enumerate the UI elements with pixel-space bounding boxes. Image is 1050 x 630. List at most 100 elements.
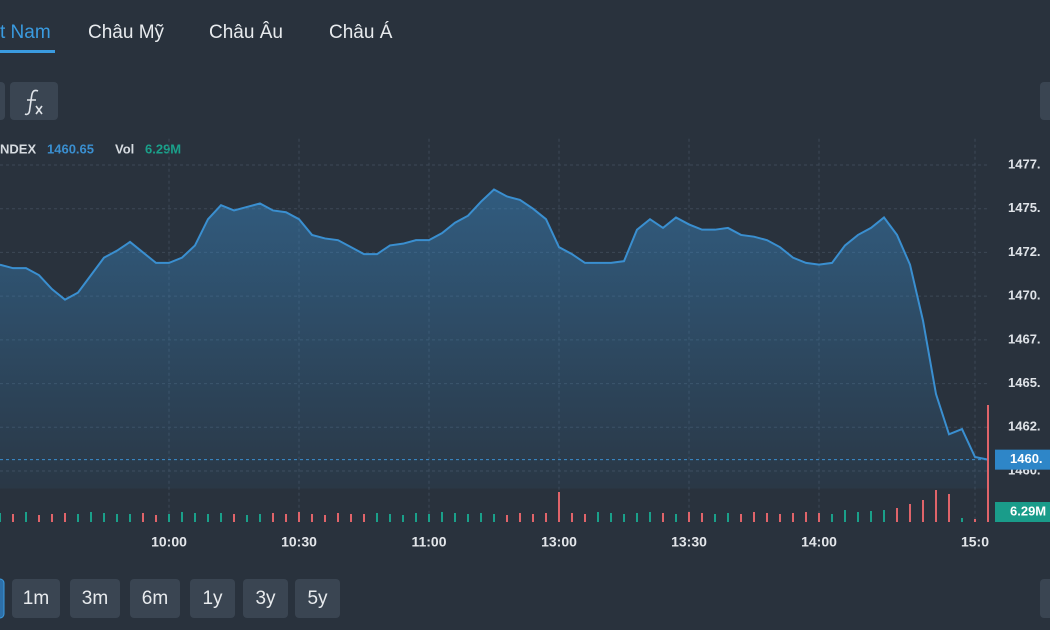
last-price-tag	[995, 449, 1050, 470]
volume-bar	[636, 513, 638, 522]
volume-bar	[51, 514, 53, 522]
volume-bar	[441, 512, 443, 522]
last-price: 1460.65	[47, 141, 94, 156]
volume-bar	[701, 513, 703, 522]
volume-bar	[662, 513, 664, 522]
volume-bar	[467, 514, 469, 522]
range-button[interactable]	[243, 579, 288, 618]
volume-bar	[25, 512, 27, 522]
tabs: t Nam Châu Mỹ Châu Âu Châu Á	[0, 21, 393, 53]
volume-bar	[909, 504, 911, 522]
tab-underline	[0, 50, 55, 53]
volume-bar	[402, 515, 404, 522]
volume-bar	[610, 513, 612, 522]
range-label: 5y	[307, 588, 328, 609]
volume-bar	[558, 492, 560, 522]
range-button-active[interactable]	[0, 578, 5, 619]
volume-bar	[922, 500, 924, 522]
volume-bar	[597, 512, 599, 522]
volume-bar	[220, 513, 222, 522]
volume-bar	[285, 514, 287, 522]
tool-button[interactable]	[1040, 579, 1050, 618]
symbol: NDEX	[0, 141, 36, 156]
volume-bar	[844, 510, 846, 522]
volume-bar	[103, 513, 105, 522]
tab[interactable]: t Nam	[0, 22, 51, 43]
price-area	[0, 189, 988, 489]
volume-bar	[545, 513, 547, 522]
volume-bar	[259, 514, 261, 522]
volume-bar	[324, 515, 326, 522]
y-tick-label: 1470.	[1008, 288, 1041, 303]
y-tick-label: 1465.	[1008, 375, 1041, 390]
volume-bar	[350, 514, 352, 522]
x-tick-label: 14:00	[801, 534, 837, 550]
volume-bar	[649, 512, 651, 522]
x-tick-label: 15:0	[961, 534, 989, 550]
tab[interactable]: Châu Á	[329, 22, 393, 43]
volume-bar	[974, 519, 976, 522]
range-button[interactable]	[70, 579, 120, 618]
y-tick-label: 1462.	[1008, 419, 1041, 434]
volume-bar	[389, 514, 391, 522]
x-tick-label: 10:30	[281, 534, 317, 550]
volume-bar	[506, 515, 508, 522]
volume-bar	[454, 513, 456, 522]
volume-bar	[571, 513, 573, 522]
x-tick-label: 10:00	[151, 534, 187, 550]
volume-bar	[818, 513, 820, 522]
volume-name: Vol	[115, 141, 134, 156]
range-button[interactable]	[12, 579, 60, 618]
volume-bar	[675, 514, 677, 522]
range-button[interactable]	[130, 579, 180, 618]
tab[interactable]: Châu Âu	[209, 21, 283, 43]
volume-bar	[896, 508, 898, 522]
volume-bar	[246, 515, 248, 522]
range-label: 3m	[82, 588, 108, 609]
chart: NDEX 1460.65 Vol 6.29M 1460. 1462. 1465. 14…	[0, 138, 1050, 550]
ranges: 1m 3m 6m 1y 3y 5y	[12, 579, 340, 618]
volume-bar	[0, 513, 1, 522]
volume-bar	[272, 513, 274, 522]
volume-bar	[532, 514, 534, 522]
range-label: 3y	[255, 588, 276, 609]
volume-bar	[753, 512, 755, 522]
y-tick-label: 1475.	[1008, 200, 1041, 215]
volume-bar	[90, 512, 92, 522]
volume-bar	[311, 514, 313, 522]
volume-bar	[480, 513, 482, 522]
formula-button[interactable]	[10, 82, 58, 120]
range-button[interactable]	[190, 579, 235, 618]
tool-button[interactable]	[1040, 82, 1050, 120]
volume-bar	[207, 514, 209, 522]
volume-bar	[298, 512, 300, 522]
tab[interactable]: Châu Mỹ	[88, 22, 165, 43]
volume-bar	[792, 513, 794, 522]
range-label: 6m	[142, 588, 168, 609]
volume-bar	[584, 514, 586, 522]
volume-bar	[948, 494, 950, 522]
volume-bar	[155, 515, 157, 522]
x-tick-label: 13:00	[541, 534, 577, 550]
volume-bar	[740, 514, 742, 522]
volume-bar	[415, 513, 417, 522]
volume-bar	[805, 512, 807, 522]
volume-bar	[519, 513, 521, 522]
volume-bar	[168, 514, 170, 522]
volume-bar	[129, 514, 131, 522]
x-tick-label: 11:00	[411, 534, 446, 550]
tool-button[interactable]	[0, 82, 5, 120]
volume-bar	[363, 514, 365, 522]
volume-bar	[766, 513, 768, 522]
volume-bar	[623, 514, 625, 522]
volume-bar	[987, 405, 989, 522]
volume-bar	[688, 512, 690, 522]
volume-bar	[233, 514, 235, 522]
range-label: 1y	[202, 588, 223, 609]
y-tick-label: 1477.	[1008, 156, 1041, 171]
range-button[interactable]	[295, 579, 340, 618]
formula-icon	[24, 89, 43, 116]
volume-bar	[64, 513, 66, 522]
volume-bar	[883, 510, 885, 522]
